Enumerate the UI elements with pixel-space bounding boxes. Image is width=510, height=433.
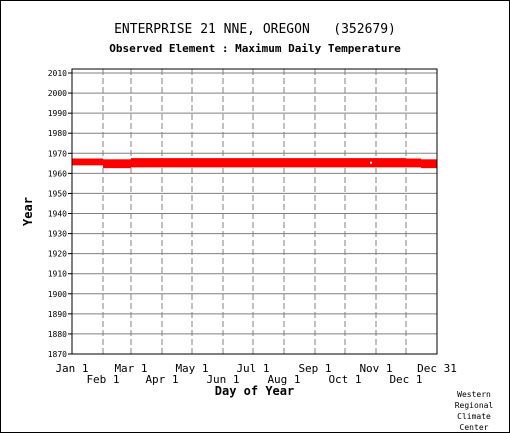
- y-tick-label: 1990: [48, 109, 67, 118]
- y-tick-label: 1940: [48, 210, 67, 219]
- x-tick-label: Mar 1: [114, 362, 147, 375]
- x-tick-label: Jul 1: [236, 362, 269, 375]
- y-tick-label: 1930: [48, 230, 67, 239]
- y-tick-label: 1910: [48, 270, 67, 279]
- x-tick-label: Sep 1: [298, 362, 331, 375]
- data-bar: [103, 159, 131, 169]
- y-tick-label: 1870: [48, 350, 67, 359]
- x-axis-label: Day of Year: [215, 384, 294, 398]
- y-tick-label: 1880: [48, 330, 67, 339]
- credit-line: Climate: [457, 412, 491, 421]
- data-coverage: [72, 158, 437, 169]
- plot-border: [71, 68, 438, 355]
- y-tick-label: 1920: [48, 250, 67, 259]
- credit-line: Regional: [454, 401, 494, 410]
- x-tick-label: Dec 31: [417, 362, 457, 375]
- y-tick-label: 1960: [48, 169, 67, 178]
- x-tick-label: Apr 1: [145, 373, 178, 386]
- plot-area: [72, 69, 437, 354]
- x-tick-label: Nov 1: [359, 362, 392, 375]
- y-tick-label: 2000: [48, 89, 67, 98]
- y-tick-label: 1970: [48, 149, 67, 158]
- x-tick-label: May 1: [175, 362, 208, 375]
- x-tick-label: Jun 1: [206, 373, 239, 386]
- chart-title: ENTERPRISE 21 NNE, OREGON (352679): [114, 22, 396, 37]
- data-bar: [406, 158, 421, 168]
- y-tick-label: 2010: [48, 69, 67, 78]
- x-tick-label: Jan 1: [55, 362, 88, 375]
- x-tick-label: Feb 1: [86, 373, 119, 386]
- data-bar: [421, 159, 437, 169]
- credit-line: Center: [459, 423, 489, 432]
- y-tick-label: 1980: [48, 129, 67, 138]
- x-tick-label: Oct 1: [328, 373, 361, 386]
- credit-line: Western: [457, 390, 491, 399]
- chart-subtitle: Observed Element : Maximum Daily Tempera…: [109, 42, 401, 55]
- data-bar: [131, 158, 406, 168]
- data-bar: [72, 158, 103, 166]
- x-tick-label: Dec 1: [389, 373, 422, 386]
- data-gap: [370, 161, 372, 164]
- y-axis-label: Year: [21, 197, 35, 226]
- x-tick-label: Aug 1: [267, 373, 300, 386]
- y-tick-label: 1890: [48, 310, 67, 319]
- ticks: 1870 1880 1890 1900 1910 1920 1930 1940 1950 1960…: [48, 69, 457, 386]
- y-tick-label: 1950: [48, 189, 67, 198]
- y-tick-label: 1900: [48, 290, 67, 299]
- credit-block: Western Regional Climate Center: [444, 389, 504, 433]
